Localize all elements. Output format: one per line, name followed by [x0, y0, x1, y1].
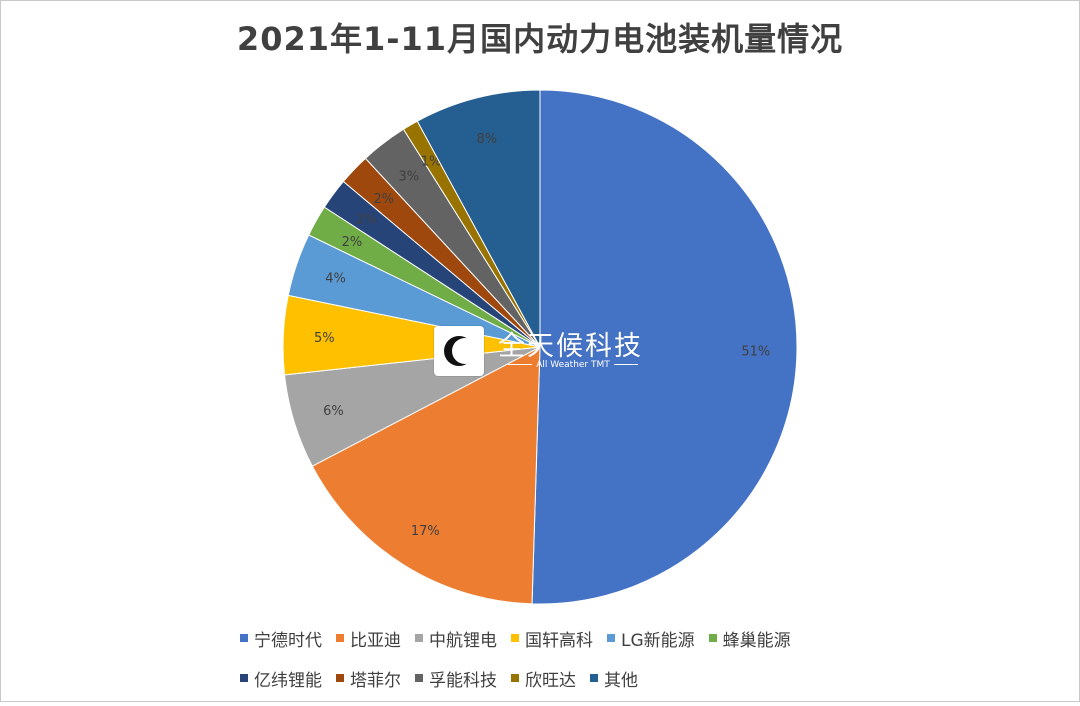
- legend-swatch: [511, 674, 519, 682]
- legend-item: 亿纬锂能: [240, 666, 322, 691]
- slice-data-label: 2%: [356, 212, 377, 227]
- legend-label: 亿纬锂能: [254, 670, 322, 691]
- slice-data-label: 5%: [314, 331, 335, 346]
- slice-data-label: 2%: [374, 192, 395, 207]
- legend-item: 塔菲尔: [336, 666, 401, 691]
- watermark-subtitle: All Weather TMT: [500, 360, 646, 370]
- legend-swatch: [415, 674, 423, 682]
- slice-data-label: 6%: [323, 404, 344, 419]
- legend-label: 蜂巢能源: [722, 630, 791, 651]
- legend-row: 宁德时代 比亚迪 中航锂电 国轩高科 LG新能源 蜂巢能源: [240, 626, 880, 651]
- slice-data-label: 8%: [477, 132, 498, 147]
- legend-item: 中航锂电: [415, 626, 497, 651]
- legend-swatch: [607, 634, 615, 642]
- legend-swatch: [336, 674, 344, 682]
- legend-label: 其他: [604, 670, 638, 691]
- slice-data-label: 3%: [398, 170, 419, 185]
- pie-slice: [311, 346, 541, 605]
- legend-label: 孚能科技: [429, 670, 497, 691]
- slice-data-label: 51%: [741, 344, 770, 359]
- pie-slice: [531, 89, 798, 605]
- legend-swatch: [511, 634, 519, 642]
- legend-swatch: [590, 674, 598, 682]
- legend-item: 蜂巢能源: [708, 626, 791, 651]
- legend-item: 欣旺达: [511, 666, 576, 691]
- legend-swatch: [708, 634, 717, 642]
- legend-swatch: [240, 634, 248, 642]
- legend-label: 比亚迪: [350, 630, 401, 651]
- legend-label: LG新能源: [621, 630, 695, 651]
- legend-label: 中航锂电: [429, 630, 497, 651]
- watermark-logo: [434, 326, 484, 376]
- legend-item: 宁德时代: [240, 626, 322, 651]
- legend-item: LG新能源: [607, 626, 695, 651]
- chart-title: 2021年1-11月国内动力电池装机量情况: [236, 20, 844, 58]
- legend-label: 欣旺达: [525, 670, 576, 691]
- slice-data-label: 2%: [342, 235, 363, 250]
- legend-label: 国轩高科: [525, 630, 593, 651]
- watermark: 全天候科技 All Weather TMT: [434, 324, 664, 384]
- legend-swatch: [415, 634, 423, 642]
- legend-item: 孚能科技: [415, 666, 497, 691]
- legend-item: 其他: [590, 666, 638, 691]
- watermark-name: 全天候科技: [498, 331, 643, 362]
- chart-legend: 宁德时代 比亚迪 中航锂电 国轩高科 LG新能源 蜂巢能源 亿纬锂能 塔菲尔 孚能科技 欣旺达 其…: [240, 626, 880, 706]
- legend-label: 塔菲尔: [350, 670, 401, 691]
- slice-data-label: 1%: [421, 155, 442, 170]
- legend-item: 国轩高科: [511, 626, 593, 651]
- slice-data-label: 17%: [411, 524, 440, 539]
- slice-data-label: 4%: [325, 272, 346, 287]
- legend-item: 比亚迪: [336, 626, 401, 651]
- pie-slice: [416, 89, 541, 348]
- legend-swatch: [240, 674, 248, 682]
- legend-swatch: [336, 634, 344, 642]
- legend-label: 宁德时代: [254, 630, 322, 651]
- crescent-moon-icon: [444, 336, 478, 366]
- legend-row: 亿纬锂能 塔菲尔 孚能科技 欣旺达 其他: [240, 666, 880, 691]
